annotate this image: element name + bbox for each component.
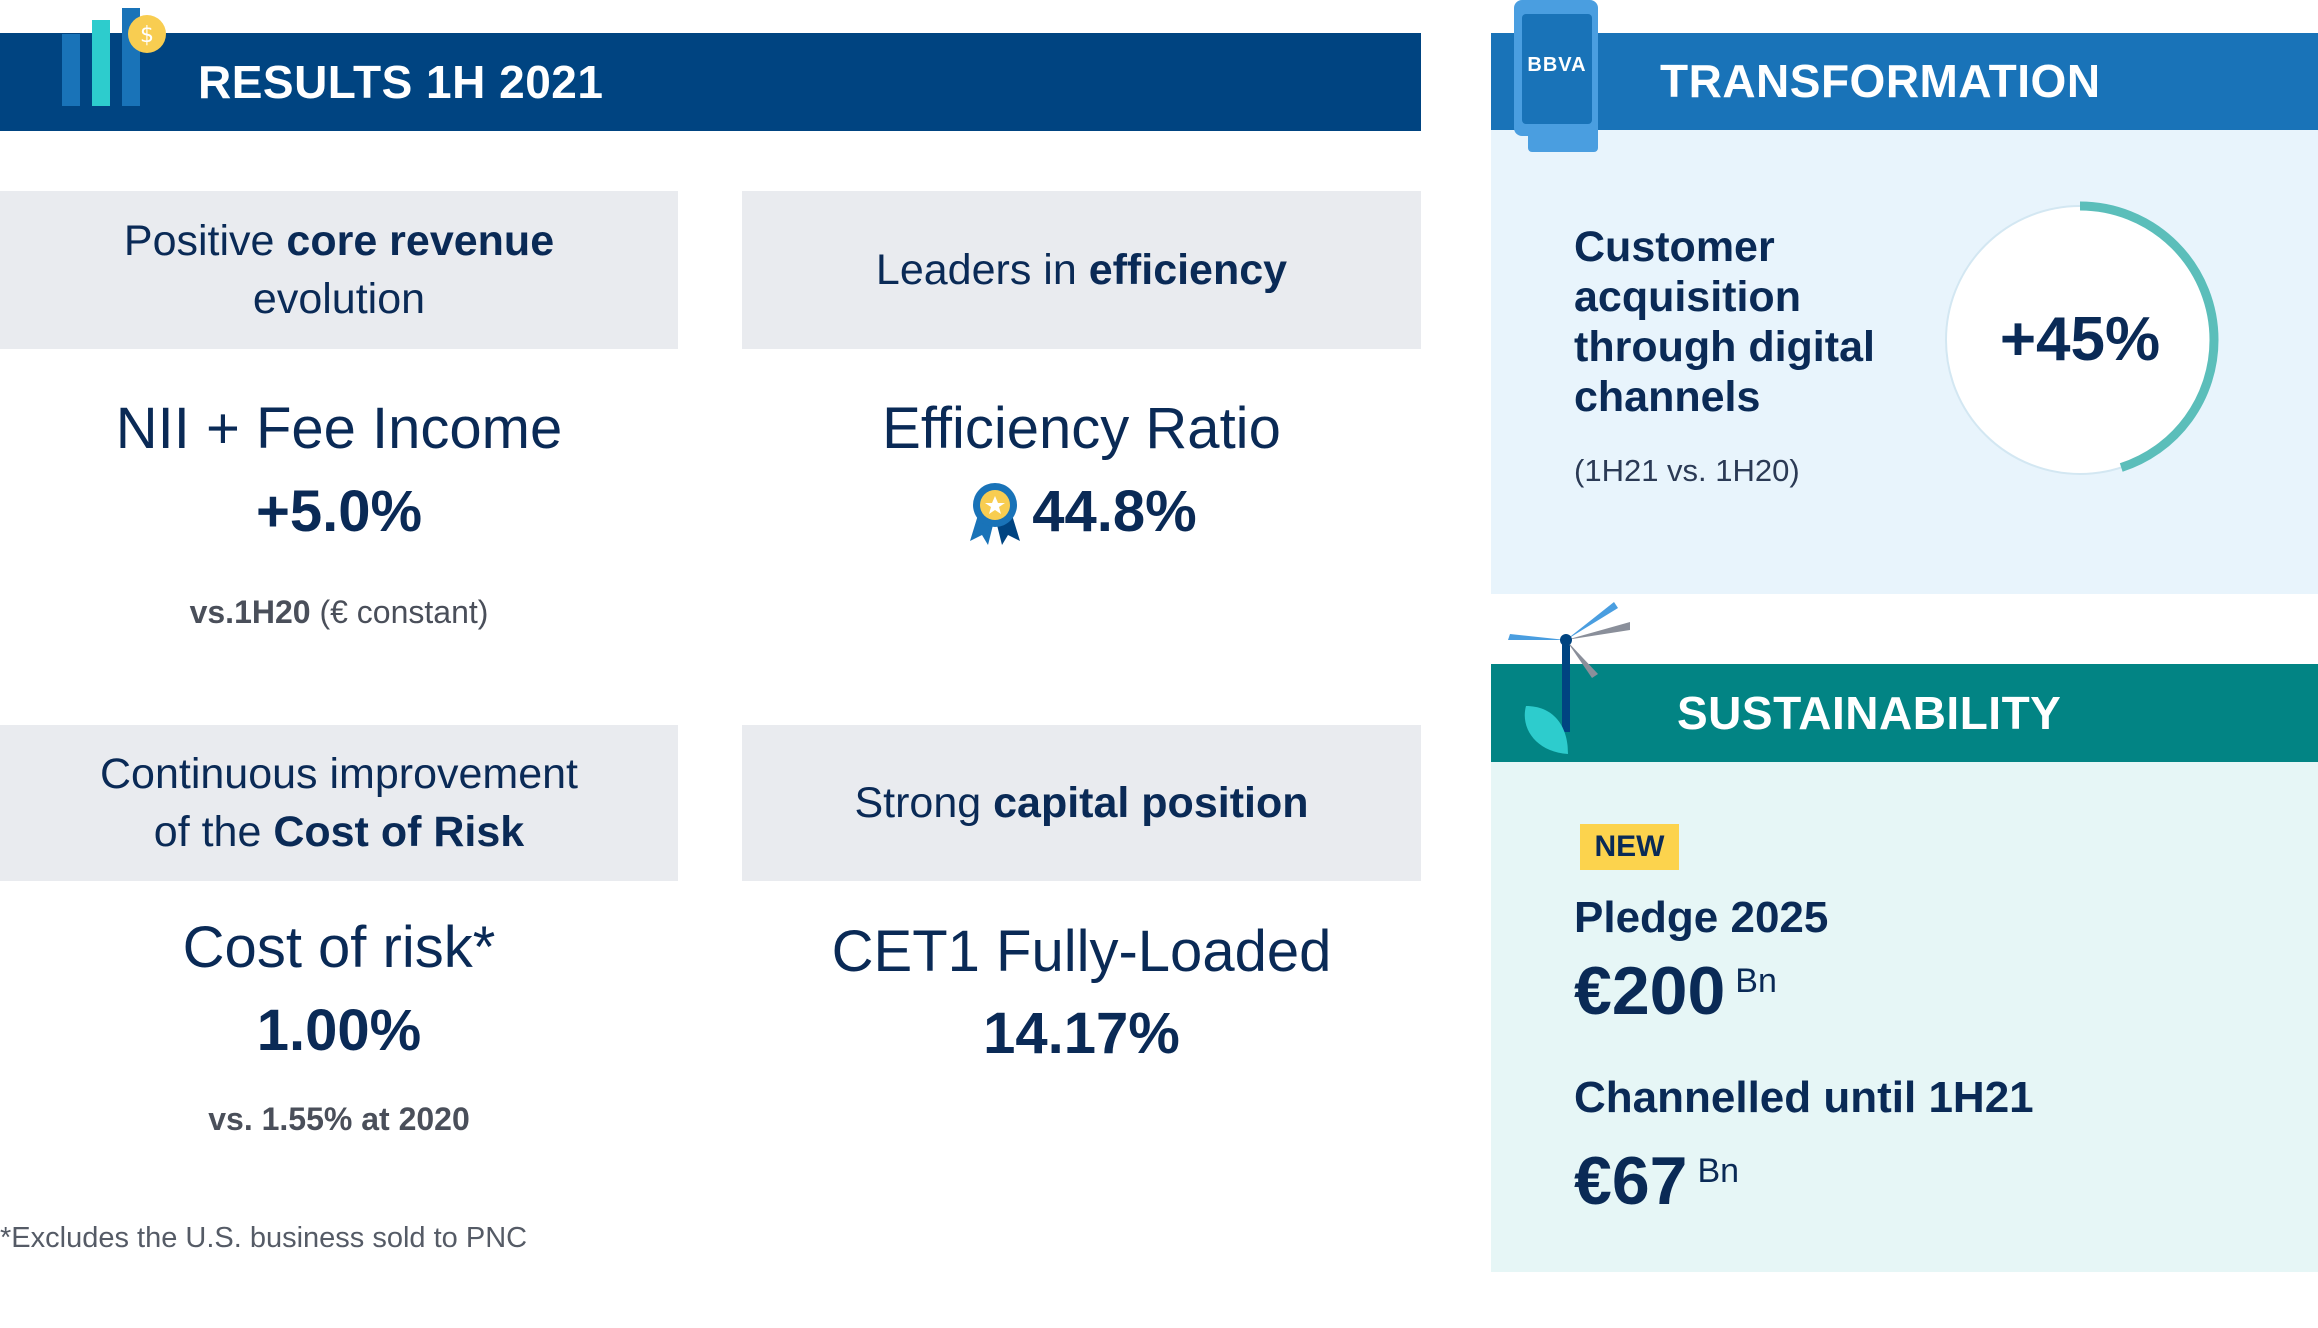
metric-name-nii-fee: NII + Fee Income: [115, 396, 563, 461]
medal-icon: [970, 482, 1021, 545]
transformation-title: TRANSFORMATION: [1660, 55, 2101, 107]
bar-chart-coin-icon: $: [62, 8, 166, 106]
metric-value-cet1: 14.17%: [983, 1001, 1180, 1066]
metric-name-cost-of-risk: Cost of risk*: [182, 915, 496, 980]
card-header-line2: evolution: [252, 275, 426, 323]
transformation-header-bar: [1491, 33, 2318, 130]
period-note: (1H21 vs. 1H20): [1574, 453, 1800, 488]
channelled-unit: Bn: [1697, 1152, 1740, 1190]
card-header-core-revenue: Positive core revenue evolution: [0, 191, 678, 349]
results-title: RESULTS 1H 2021: [198, 56, 604, 108]
card-header-line1: Continuous improvement: [99, 750, 579, 798]
card-header-bold: core revenue: [286, 217, 555, 265]
text-line: Customer: [1574, 223, 1775, 271]
card-header-bold: efficiency: [1088, 246, 1288, 294]
results-header-bar: [0, 33, 1421, 131]
sustainability-header-bar: [1491, 664, 2318, 762]
card-header-bold: capital position: [993, 779, 1309, 827]
metric-name-cet1: CET1 Fully-Loaded: [831, 919, 1332, 984]
metric-name-efficiency: Efficiency Ratio: [882, 396, 1281, 461]
new-badge: NEW: [1580, 824, 1679, 870]
pledge-value-row: €200 Bn: [1574, 952, 1777, 1030]
card-header-text: of the: [153, 808, 274, 856]
progress-ring-arc: [1941, 201, 2219, 479]
text-line: channels: [1574, 373, 1761, 421]
acquisition-growth-value: +45%: [1999, 305, 2161, 374]
card-header-bold: Cost of Risk: [273, 808, 525, 856]
svg-text:$: $: [140, 23, 154, 48]
text-line: acquisition: [1574, 273, 1801, 321]
channelled-label: Channelled until 1H21: [1574, 1073, 2034, 1122]
phone-icon: [1514, 0, 1598, 152]
card-header-text: Positive: [123, 217, 287, 265]
channelled-value: €67: [1574, 1143, 1688, 1219]
metric-value-nii-fee: +5.0%: [255, 479, 423, 544]
metric-value-row-efficiency: 44.8%: [742, 478, 1421, 545]
metric-note-cost-of-risk: vs. 1.55% at 2020: [0, 1101, 678, 1138]
footnote: *Excludes the U.S. business sold to PNC: [0, 1222, 528, 1254]
card-header-efficiency: Leaders in efficiency: [742, 191, 1421, 349]
note-bold: vs. 1.55% at 2020: [208, 1101, 470, 1137]
card-header-cost-of-risk: Continuous improvement of the Cost of Ri…: [0, 725, 678, 881]
sustainability-title: SUSTAINABILITY: [1677, 687, 2062, 739]
wind-turbine-icon: [1508, 602, 1630, 754]
card-header-capital: Strong capital position: [742, 725, 1421, 881]
pledge-label: Pledge 2025: [1574, 893, 1829, 942]
metric-note-nii-fee: vs.1H20 (€ constant): [0, 594, 678, 631]
customer-acquisition-text: Customer acquisition through digital cha…: [1574, 222, 1904, 422]
bbva-logo: BBVA: [1527, 54, 1587, 76]
text-line: through digital: [1574, 323, 1875, 371]
metric-value-efficiency: 44.8%: [1032, 479, 1197, 544]
note-rest: (€ constant): [310, 594, 489, 630]
channelled-value-row: €67 Bn: [1574, 1142, 1739, 1220]
progress-ring: [1941, 201, 2219, 479]
pledge-unit: Bn: [1735, 962, 1777, 1000]
card-header-text: Leaders in: [875, 246, 1089, 294]
card-header-text: Strong: [854, 779, 994, 827]
pledge-value: €200: [1574, 953, 1726, 1029]
note-bold: vs.1H20: [189, 594, 311, 630]
metric-value-cost-of-risk: 1.00%: [256, 998, 422, 1063]
